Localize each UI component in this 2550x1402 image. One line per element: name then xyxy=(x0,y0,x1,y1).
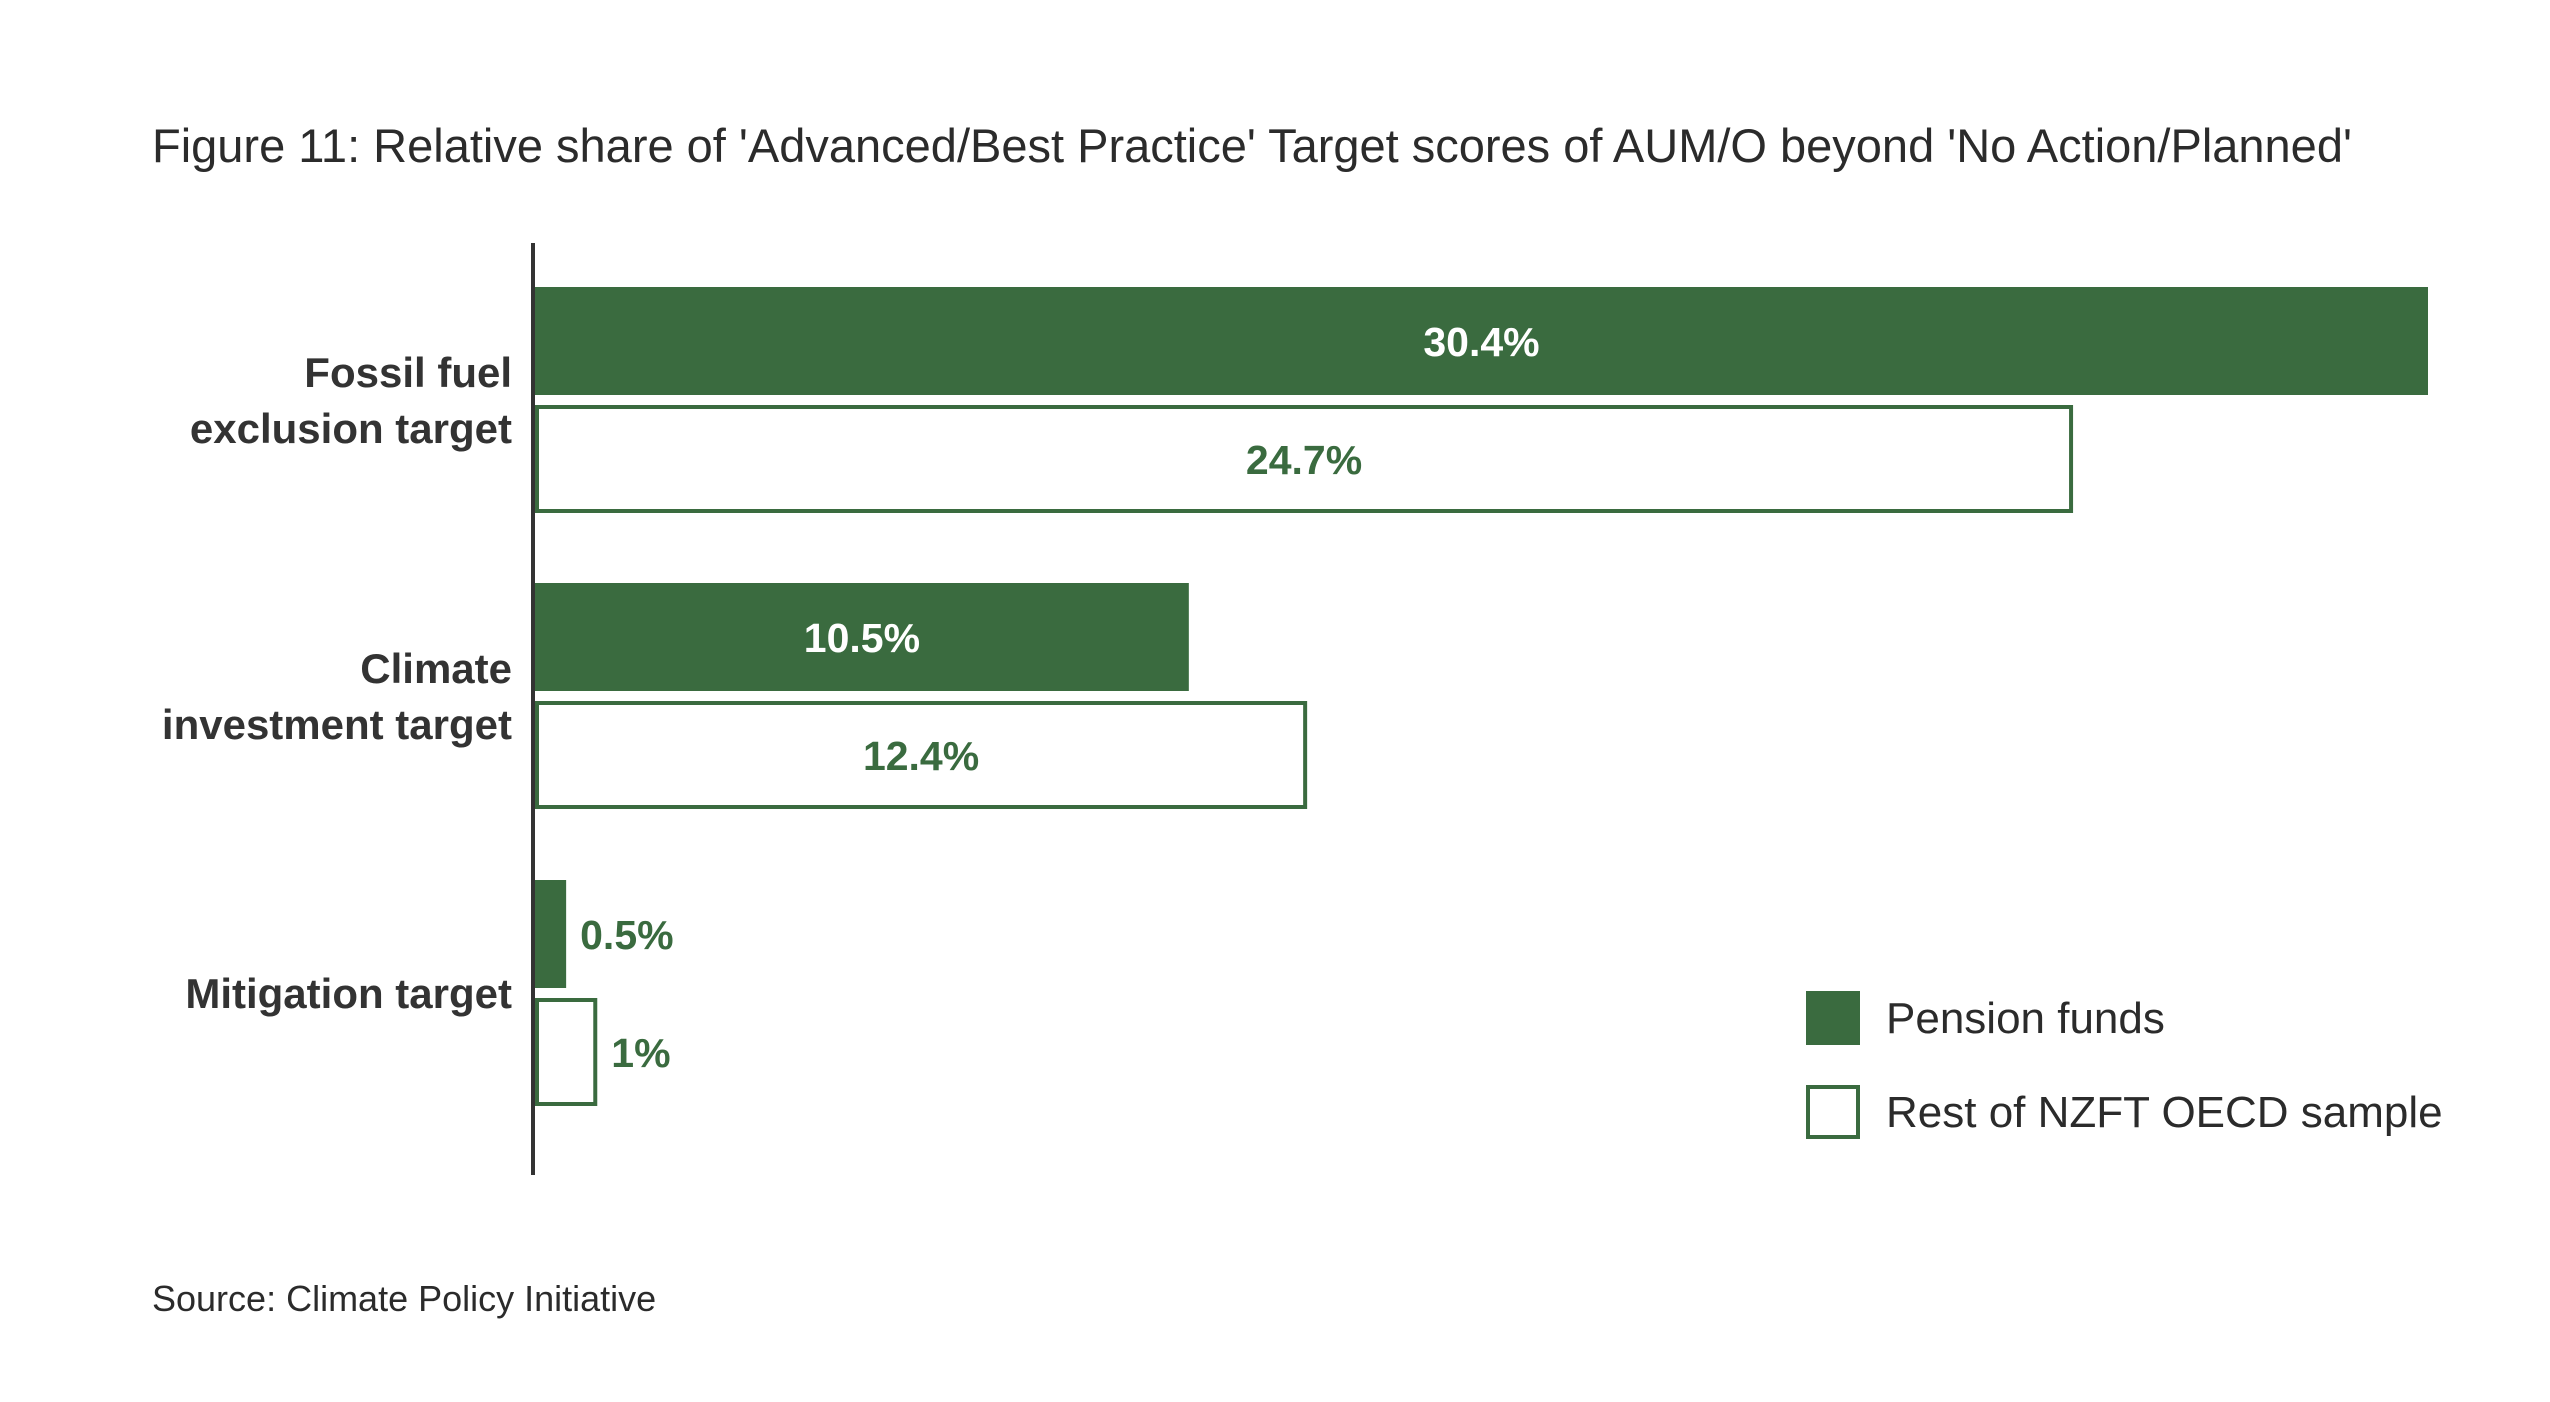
data-label-pension-funds-climate-investment-target: 10.5% xyxy=(804,615,920,661)
bar-rest-of-nzft-oecd-sample-climate-investment-target xyxy=(535,701,1308,809)
source-note: Source: Climate Policy Initiative xyxy=(152,1278,656,1319)
bar-pension-funds-fossil-fuel-exclusion-target xyxy=(535,287,2428,395)
data-label-rest-of-nzft-oecd-sample-climate-investment-target: 12.4% xyxy=(863,733,979,779)
legend-label-pension-funds: Pension funds xyxy=(1886,994,2165,1043)
bars-group: 30.4% 24.7% 10.5% 12.4% 0.5% 1% xyxy=(535,287,2428,1106)
legend-swatch-rest-of-nzft-oecd-sample xyxy=(1806,1085,1860,1139)
category-label-climate-investment-target-line-2: investment target xyxy=(162,701,512,748)
category-label-fossil-fuel-exclusion-target-line-2: exclusion target xyxy=(190,405,512,452)
bar-rest-of-nzft-oecd-sample-fossil-fuel-exclusion-target xyxy=(535,405,2074,513)
data-label-rest-of-nzft-oecd-sample-fossil-fuel-exclusion-target: 24.7% xyxy=(1246,437,1362,483)
legend-label-rest-of-nzft-oecd-sample: Rest of NZFT OECD sample xyxy=(1886,1088,2443,1137)
bar-pension-funds-mitigation-target xyxy=(535,880,567,988)
data-label-rest-of-nzft-oecd-sample-mitigation-target: 1% xyxy=(611,1030,670,1076)
category-label-climate-investment-target-line-1: Climate xyxy=(360,645,512,692)
category-labels-group: Fossil fuel exclusion target Climate invest… xyxy=(162,349,512,1017)
legend-swatch-pension-funds xyxy=(1806,991,1860,1045)
bar-rest-of-nzft-oecd-sample-mitigation-target xyxy=(535,998,598,1106)
bar-pension-funds-climate-investment-target xyxy=(535,583,1189,691)
data-label-pension-funds-fossil-fuel-exclusion-target: 30.4% xyxy=(1423,319,1539,365)
category-label-fossil-fuel-exclusion-target-line-1: Fossil fuel xyxy=(304,349,512,396)
legend: Pension funds Rest of NZFT OECD sample xyxy=(1806,991,2443,1139)
data-label-pension-funds-mitigation-target: 0.5% xyxy=(580,912,673,958)
category-label-mitigation-target-line-1: Mitigation target xyxy=(185,970,512,1017)
chart-title: Figure 11: Relative share of 'Advanced/B… xyxy=(152,119,2352,172)
